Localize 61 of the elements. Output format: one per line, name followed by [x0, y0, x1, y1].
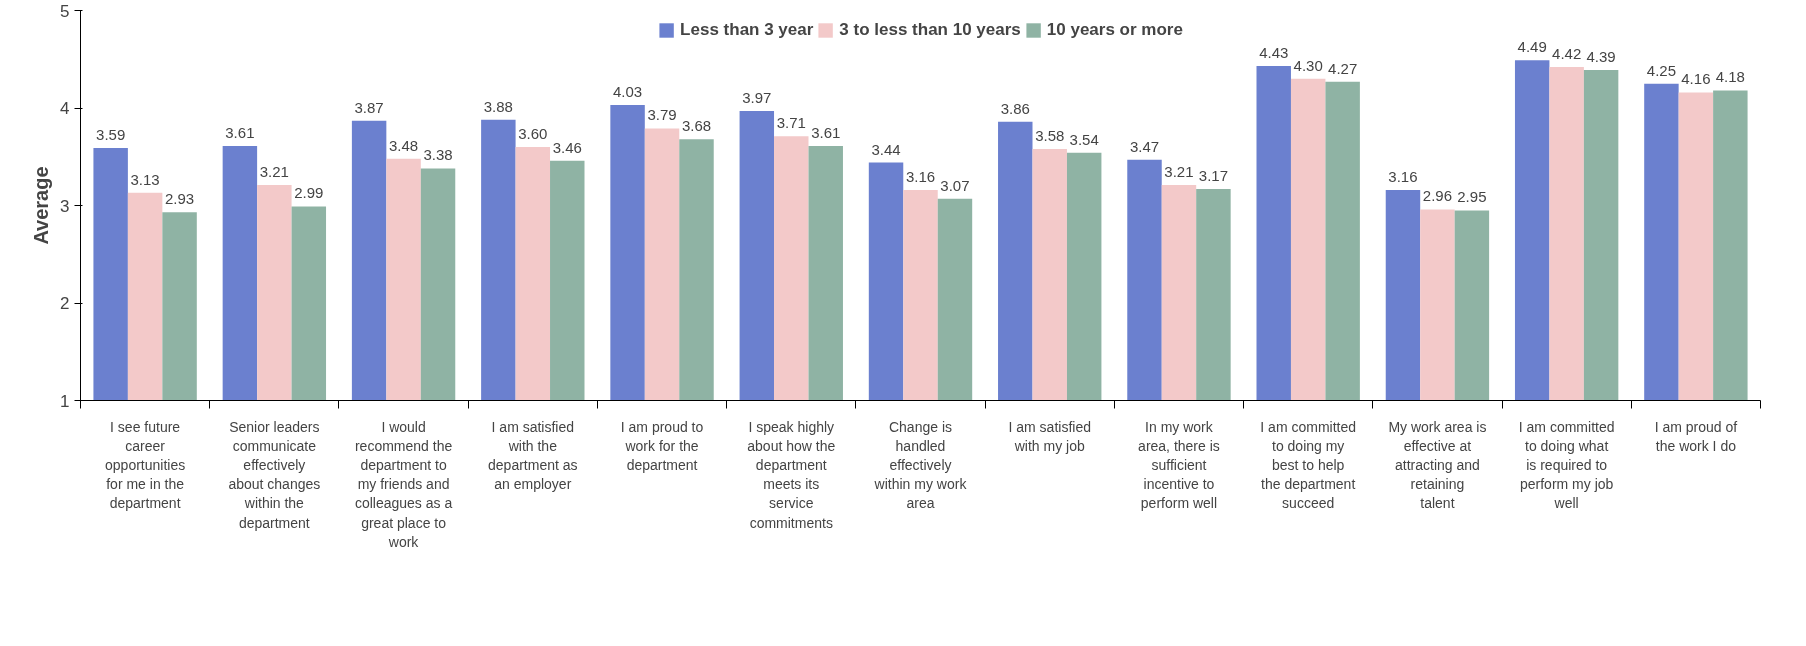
data-label: 2.93 [164, 190, 195, 208]
data-label: 2.96 [1422, 187, 1453, 205]
data-label: 3.44 [871, 140, 901, 158]
data-label: 4.42 [1552, 45, 1582, 63]
data-label: 4.49 [1517, 38, 1547, 56]
data-label: 3.61 [225, 124, 255, 142]
y-axis-title: Average [30, 166, 53, 245]
data-label: 3.17 [1198, 166, 1229, 184]
data-label: 3.71 [776, 114, 806, 132]
x-tick-label: My work area is effective at attracting and retaining talent [1388, 418, 1487, 512]
data-label: 3.48 [388, 136, 419, 154]
y-tick-label: 4 [60, 99, 70, 118]
legend-label: Less than 3 year [680, 20, 814, 40]
x-tick-label: I am committed to doing my best to help the department succeed [1260, 418, 1357, 512]
x-tick-label: I am committed to doing what is required to perform my job well [1518, 418, 1615, 512]
data-label: 2.99 [294, 184, 324, 202]
x-tick-label: I am satisfied with the department as an employer [488, 418, 578, 493]
data-label: 3.46 [552, 138, 582, 156]
x-tick-label: I am satisfied with my job [1008, 418, 1091, 454]
data-label: 3.88 [483, 97, 513, 115]
y-tick-label: 2 [60, 294, 70, 313]
x-tick-label: Senior leaders communicate effectively about changes within the department [228, 418, 321, 531]
data-label: 4.03 [612, 83, 643, 101]
data-label: 3.87 [354, 98, 384, 116]
x-tick-label: I speak highly about how the department meets its service commitments [747, 418, 836, 531]
x-tick-label: I would recommend the department to my friends and colleagues as a great place to work [354, 418, 453, 550]
data-label: 2.95 [1457, 188, 1487, 206]
data-label: 3.13 [130, 170, 160, 188]
x-tick-label: I am proud to work for the department [620, 418, 704, 473]
data-label: 3.97 [742, 88, 772, 106]
y-tick-label: 3 [60, 196, 70, 216]
x-tick-label: I am proud of the work I do [1654, 418, 1738, 454]
data-label: 3.61 [811, 124, 841, 142]
data-label: 3.47 [1129, 137, 1160, 155]
data-label: 3.68 [681, 117, 712, 135]
data-label: 4.30 [1293, 56, 1323, 74]
data-label: 3.59 [96, 125, 126, 143]
data-label: 4.43 [1259, 44, 1289, 62]
data-label: 3.54 [1069, 130, 1099, 148]
x-tick-label: I see future career opportunities for me in the department [105, 418, 186, 512]
data-label: 4.25 [1646, 61, 1677, 79]
data-label: 4.18 [1715, 68, 1745, 86]
legend-label: 3 to less than 10 years [839, 20, 1021, 40]
data-label: 3.86 [1000, 99, 1030, 117]
data-label: 3.58 [1035, 126, 1065, 144]
data-label: 4.39 [1586, 47, 1616, 65]
data-label: 3.38 [423, 146, 453, 164]
data-label: 3.21 [1164, 163, 1194, 181]
y-tick-label: 1 [60, 391, 70, 411]
x-tick-label: Change is handled effectively within my work area [873, 418, 968, 512]
data-label: 3.21 [259, 163, 289, 181]
data-label: 3.16 [905, 167, 936, 185]
legend-label: 10 years or more [1046, 20, 1183, 40]
data-label: 3.79 [647, 106, 677, 124]
data-label: 4.27 [1328, 59, 1358, 77]
data-label: 4.16 [1681, 70, 1711, 88]
y-tick-label: 5 [60, 1, 70, 21]
data-label: 3.16 [1388, 167, 1418, 185]
data-label: 3.60 [518, 125, 548, 142]
x-tick-label: In my work area, there is sufficient incentive to perform well [1138, 418, 1220, 512]
data-label: 3.07 [940, 176, 970, 194]
